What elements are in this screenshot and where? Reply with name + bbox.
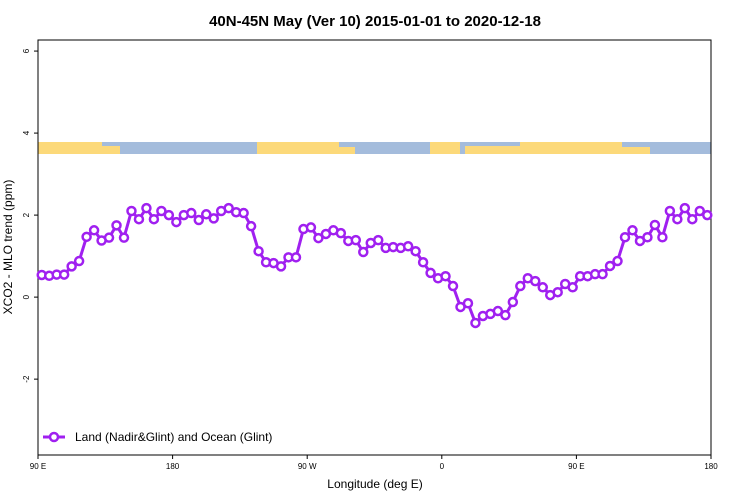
- data-point: [141, 202, 152, 214]
- data-point: [126, 205, 137, 217]
- y-tick-label: 0: [22, 294, 31, 299]
- land-ocean-band: [38, 142, 711, 154]
- data-point: [350, 234, 362, 246]
- data-point: [305, 222, 317, 233]
- data-point: [664, 205, 676, 217]
- data-point: [290, 252, 302, 263]
- y-tick-label: -2: [22, 375, 31, 383]
- data-point: [193, 214, 205, 226]
- data-point: [500, 309, 511, 321]
- data-point: [133, 213, 145, 225]
- data-point: [537, 282, 548, 293]
- data-point: [58, 269, 70, 280]
- chart-title: 40N-45N May (Ver 10) 2015-01-01 to 2020-…: [209, 13, 541, 30]
- legend-marker: [48, 431, 60, 443]
- data-point: [88, 225, 100, 236]
- data-point: [657, 231, 668, 243]
- data-point: [417, 257, 429, 268]
- legend-label: Land (Nadir&Glint) and Ocean (Glint): [75, 430, 272, 444]
- data-point: [470, 317, 481, 329]
- data-point: [81, 231, 92, 243]
- data-point: [358, 246, 369, 258]
- data-point: [597, 268, 608, 280]
- data-point: [148, 213, 160, 225]
- data-point: [687, 213, 698, 225]
- y-tick-label: 2: [22, 212, 31, 217]
- data-point: [492, 305, 504, 317]
- data-point: [627, 225, 638, 236]
- data-point: [462, 298, 474, 309]
- data-point: [111, 220, 122, 231]
- data-point: [156, 205, 167, 217]
- x-tick-label: 90 E: [568, 462, 584, 471]
- data-point: [410, 245, 421, 257]
- data-point: [238, 207, 249, 219]
- data-point: [679, 202, 691, 214]
- data-point: [619, 231, 631, 243]
- data-point: [163, 209, 175, 221]
- data-point: [530, 275, 541, 287]
- data-point: [245, 220, 257, 232]
- data-point: [275, 261, 287, 272]
- data-point: [672, 213, 683, 225]
- x-tick-label: 90 E: [30, 462, 46, 471]
- x-axis-label: Longitude (deg E): [327, 477, 422, 491]
- y-axis-label: XCO2 - MLO trend (ppm): [1, 180, 15, 315]
- data-point: [313, 232, 324, 244]
- data-point: [649, 219, 661, 231]
- data-point: [425, 267, 436, 279]
- data-point: [66, 261, 77, 272]
- x-tick-label: 90 W: [298, 462, 317, 471]
- plot-frame: [37, 39, 712, 456]
- data-point: [171, 216, 182, 228]
- data-point: [335, 227, 347, 239]
- data-point: [552, 286, 563, 298]
- data-point: [702, 209, 713, 221]
- data-point: [118, 232, 130, 243]
- data-point: [186, 207, 197, 219]
- data-point: [201, 209, 212, 220]
- data-point: [223, 202, 234, 214]
- data-point: [402, 241, 414, 252]
- data-point: [642, 231, 653, 243]
- data-point: [253, 245, 264, 257]
- data-point: [567, 282, 578, 293]
- data-point: [73, 255, 85, 267]
- data-point: [372, 234, 384, 246]
- data-point: [612, 255, 623, 267]
- y-tick-label: 4: [22, 130, 31, 135]
- y-tick-label: 6: [22, 48, 31, 53]
- data-point: [694, 205, 706, 217]
- data-point: [440, 270, 451, 282]
- x-tick-label: 0: [440, 462, 445, 471]
- data-point: [515, 280, 526, 292]
- data-point: [208, 213, 219, 224]
- data-point: [447, 280, 459, 292]
- data-point: [103, 232, 115, 243]
- data-point: [507, 296, 519, 308]
- data-point: [604, 260, 616, 272]
- x-tick-label: 180: [166, 462, 180, 471]
- x-tick-label: 180: [704, 462, 718, 471]
